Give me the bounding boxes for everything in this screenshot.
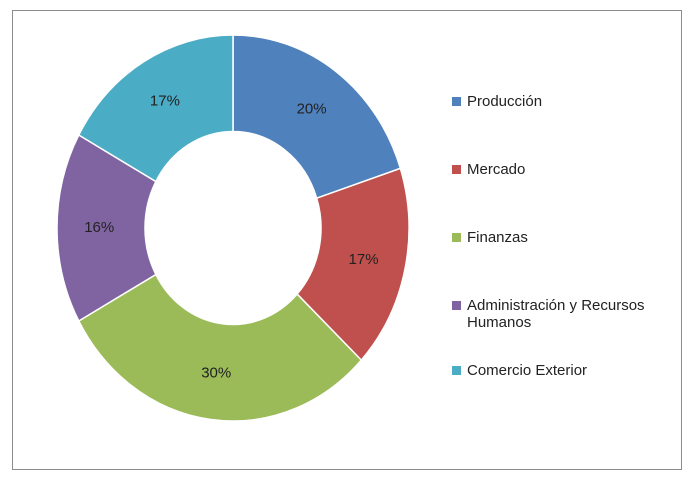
data-label: 17% — [150, 93, 180, 110]
data-label: 16% — [84, 219, 114, 236]
legend-swatch — [452, 366, 461, 375]
donut-slice — [77, 273, 363, 422]
donut-slice — [296, 167, 410, 362]
data-label: 20% — [297, 100, 327, 117]
legend-item: Finanzas — [452, 229, 672, 246]
donut-slice — [77, 34, 234, 183]
legend-label: Producción — [467, 93, 543, 110]
data-label: 17% — [349, 251, 379, 268]
legend-swatch — [452, 233, 461, 242]
legend-label: Mercado — [467, 161, 526, 178]
legend-swatch — [452, 97, 461, 106]
legend-label: Finanzas — [467, 229, 528, 246]
legend-item: Comercio Exterior — [452, 362, 672, 379]
legend-label: Comercio Exterior — [467, 362, 588, 379]
legend-item: Producción — [452, 93, 672, 110]
chart-frame — [12, 10, 682, 470]
donut-slice — [232, 34, 402, 200]
data-label: 30% — [201, 364, 231, 381]
donut-slice — [56, 133, 157, 323]
legend-item: Administración y Recursos Humanos — [452, 297, 672, 331]
legend-label: Administración y Recursos Humanos — [467, 297, 645, 331]
legend-swatch — [452, 301, 461, 310]
legend-swatch — [452, 165, 461, 174]
legend-item: Mercado — [452, 161, 672, 178]
